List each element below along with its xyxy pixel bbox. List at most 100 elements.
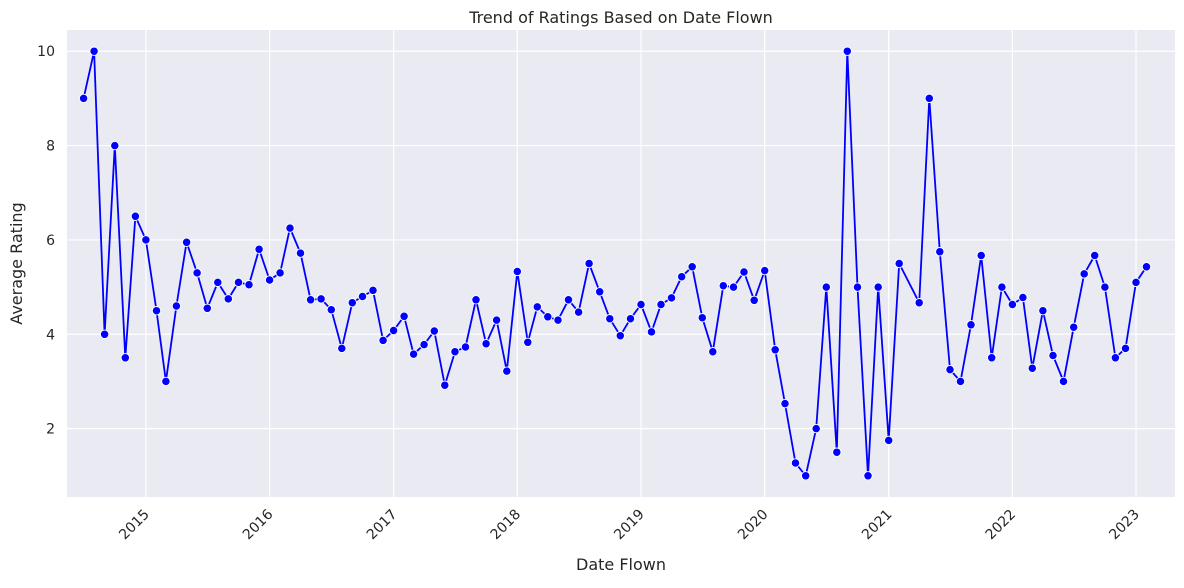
data-point xyxy=(790,458,801,468)
data-point xyxy=(532,302,542,312)
data-point xyxy=(440,380,450,390)
data-point xyxy=(120,353,130,363)
data-point xyxy=(141,235,151,245)
data-point xyxy=(357,291,368,302)
data-point xyxy=(192,268,202,278)
data-point xyxy=(894,258,904,269)
data-point xyxy=(99,329,110,339)
data-point xyxy=(615,331,625,341)
data-point xyxy=(89,46,99,56)
y-tick-label: 8 xyxy=(46,139,55,155)
x-axis-ticks: 2015 2016 2017 2018 2019 2020 2021 2022 2023 xyxy=(116,506,1143,543)
x-tick-label: 2015 xyxy=(116,507,153,544)
x-tick-label: 2022 xyxy=(983,507,1020,544)
data-point xyxy=(471,295,481,305)
chart-title: Trend of Ratings Based on Date Flown xyxy=(468,8,773,27)
data-point xyxy=(233,277,244,288)
x-tick-label: 2016 xyxy=(240,506,277,543)
data-point xyxy=(491,315,502,325)
data-point xyxy=(316,294,326,304)
data-point xyxy=(987,353,997,363)
data-point xyxy=(285,223,295,233)
data-point xyxy=(171,301,182,311)
data-point xyxy=(399,311,409,321)
data-point xyxy=(677,272,687,282)
data-point xyxy=(151,306,162,316)
data-point xyxy=(1027,363,1037,373)
data-point xyxy=(646,327,657,337)
data-point xyxy=(130,211,141,221)
data-point xyxy=(935,247,945,257)
data-point xyxy=(1120,343,1131,354)
data-point xyxy=(976,250,986,261)
data-point xyxy=(264,275,275,285)
data-point xyxy=(914,298,924,308)
y-tick-label: 4 xyxy=(46,327,55,343)
data-point xyxy=(584,258,594,269)
data-point xyxy=(728,282,739,292)
data-point xyxy=(1069,322,1079,332)
data-point xyxy=(244,280,254,290)
y-axis-label: Average Rating xyxy=(7,202,26,324)
data-point xyxy=(110,140,120,151)
data-point xyxy=(636,299,646,310)
x-tick-label: 2019 xyxy=(611,507,648,544)
data-point xyxy=(223,294,233,304)
data-point xyxy=(718,281,728,291)
data-point xyxy=(1100,282,1110,292)
data-point xyxy=(687,262,697,272)
y-tick-label: 10 xyxy=(37,44,55,60)
data-point xyxy=(821,282,831,292)
data-point xyxy=(512,266,522,277)
data-point xyxy=(1048,350,1058,361)
y-tick-label: 2 xyxy=(46,422,55,438)
data-point xyxy=(553,315,563,325)
data-point xyxy=(884,435,894,446)
x-axis-label: Date Flown xyxy=(576,555,666,574)
x-tick-label: 2023 xyxy=(1106,507,1143,544)
data-point xyxy=(1079,269,1089,279)
y-tick-label: 6 xyxy=(46,233,55,249)
data-point xyxy=(326,305,336,315)
data-point xyxy=(347,298,357,308)
data-point xyxy=(419,339,429,350)
gridlines xyxy=(67,30,1175,497)
data-point xyxy=(1131,277,1141,288)
x-tick-label: 2018 xyxy=(488,507,525,544)
data-point xyxy=(450,347,460,357)
data-point xyxy=(997,282,1007,292)
data-point xyxy=(924,93,934,104)
x-tick-label: 2020 xyxy=(735,507,772,544)
data-point xyxy=(378,335,388,346)
data-point xyxy=(429,326,439,336)
data-point xyxy=(213,277,223,288)
data-point xyxy=(1141,262,1152,272)
data-point xyxy=(697,313,707,323)
data-point xyxy=(832,447,842,457)
y-axis-ticks: 2 4 6 8 10 xyxy=(37,44,55,437)
data-point xyxy=(502,366,512,376)
data-point xyxy=(760,265,770,276)
data-point xyxy=(595,287,605,297)
data-point xyxy=(852,282,863,292)
data-point xyxy=(1090,250,1100,261)
data-point xyxy=(708,347,718,357)
data-point xyxy=(563,295,574,305)
data-point xyxy=(1007,299,1018,310)
data-point xyxy=(1018,292,1028,303)
data-point xyxy=(388,325,399,336)
series-rating xyxy=(78,46,1152,481)
data-point xyxy=(337,343,347,354)
data-point xyxy=(543,312,553,322)
data-point xyxy=(625,314,636,324)
data-point xyxy=(1110,353,1121,363)
data-point xyxy=(749,295,759,305)
data-point xyxy=(161,376,171,387)
data-point xyxy=(460,342,471,352)
data-point xyxy=(605,314,615,324)
data-point xyxy=(770,345,780,355)
data-point xyxy=(275,268,285,278)
data-point xyxy=(666,293,677,303)
